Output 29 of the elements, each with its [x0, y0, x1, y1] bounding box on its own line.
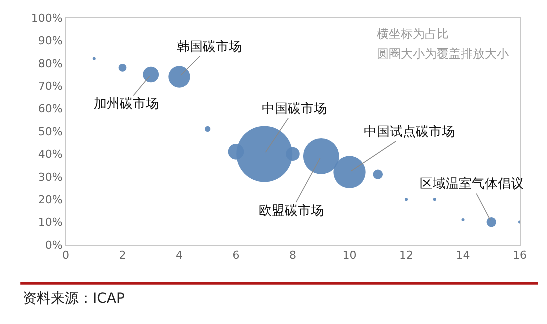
x-tick-label: 4 — [176, 249, 183, 262]
x-tick-label: 14 — [456, 249, 470, 262]
y-tick-label: 40% — [38, 148, 63, 162]
y-tick-label: 70% — [38, 80, 63, 93]
x-tick-label: 6 — [232, 249, 240, 262]
annotation: 中国试点碳市场 — [364, 125, 455, 140]
annotation: 区域温室气体倡议 — [420, 176, 524, 192]
y-tick-label: 30% — [38, 170, 63, 184]
annotation: 横坐标为占比 — [377, 27, 449, 41]
x-tick-label: 0 — [62, 249, 70, 262]
annotation: 中国碳市场 — [262, 102, 327, 117]
y-tick-label: 20% — [38, 193, 63, 206]
x-tick-label: 10 — [342, 249, 357, 262]
x-tick-label: 8 — [290, 249, 296, 262]
y-tick-label: 80% — [38, 57, 63, 70]
annotation: 韩国碳市场 — [177, 40, 242, 55]
annotation: 圆圈大小为覆盖排放大小 — [377, 47, 509, 61]
y-tick-label: 10% — [38, 216, 63, 230]
y-tick-label: 50% — [38, 125, 63, 138]
y-tick-label: 0% — [45, 238, 63, 252]
y-tick-label: 60% — [38, 102, 63, 116]
y-tick-label: 100% — [31, 12, 63, 25]
annotation: 欧盟碳市场 — [259, 204, 324, 219]
x-tick-label: 2 — [119, 249, 126, 262]
x-tick-label: 12 — [400, 249, 414, 262]
annotation: 加州碳市场 — [94, 97, 159, 112]
y-tick-label: 90% — [38, 34, 63, 48]
text: 资料来源：ICAP — [23, 291, 125, 307]
x-tick-label: 16 — [513, 249, 527, 262]
